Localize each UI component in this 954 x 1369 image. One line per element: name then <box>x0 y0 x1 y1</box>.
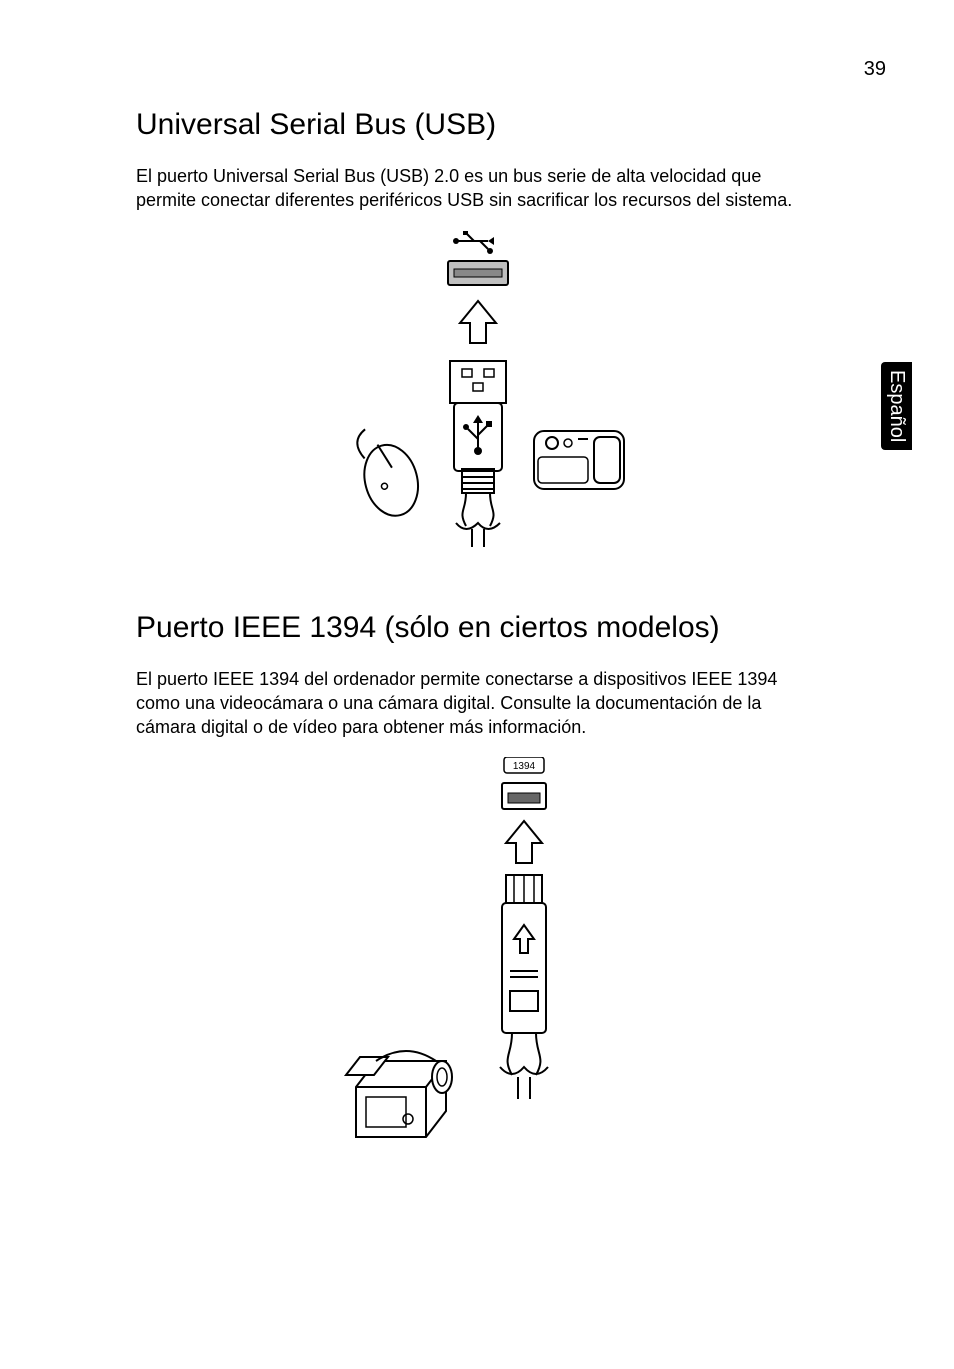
paragraph-ieee1394: El puerto IEEE 1394 del ordenador permit… <box>136 667 816 740</box>
page-content: Universal Serial Bus (USB) El puerto Uni… <box>136 108 816 1237</box>
figure-usb <box>136 231 816 571</box>
language-tab: Español <box>881 362 912 450</box>
paragraph-usb: El puerto Universal Serial Bus (USB) 2.0… <box>136 164 816 213</box>
page-number: 39 <box>864 58 886 81</box>
heading-usb: Universal Serial Bus (USB) <box>136 108 816 142</box>
port-label-1394: 1394 <box>513 761 536 772</box>
heading-ieee1394: Puerto IEEE 1394 (sólo en ciertos modelo… <box>136 611 816 645</box>
figure-ieee1394: 1394 <box>136 757 816 1197</box>
